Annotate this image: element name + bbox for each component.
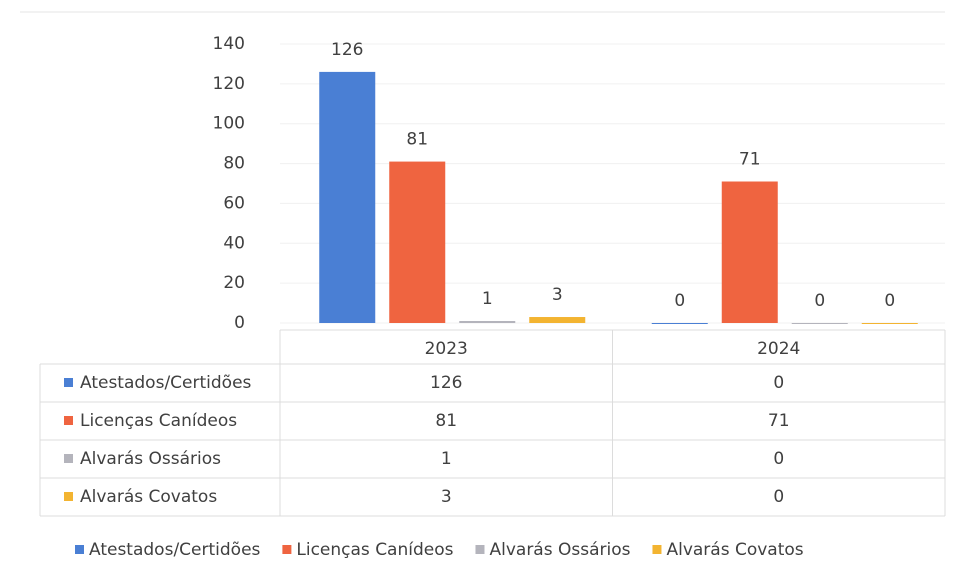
y-tick-label: 100: [213, 114, 245, 134]
legend-label: Atestados/Certidões: [89, 540, 261, 560]
bar: [319, 71, 376, 324]
data-label: 1: [482, 289, 493, 309]
table-legend-key: [64, 378, 73, 387]
y-tick-label: 140: [213, 34, 245, 54]
data-label: 71: [739, 150, 761, 170]
table-cell: 0: [773, 487, 784, 507]
table-row-label: Atestados/Certidões: [80, 373, 252, 393]
bar: [861, 323, 918, 324]
data-label: 0: [884, 291, 895, 311]
bar: [529, 317, 586, 323]
table-cell: 3: [441, 487, 452, 507]
data-label: 3: [552, 285, 563, 305]
y-tick-label: 80: [223, 154, 245, 174]
y-tick-label: 120: [213, 74, 245, 94]
table-row-label: Alvarás Covatos: [80, 487, 217, 507]
legend-label: Alvarás Covatos: [666, 540, 803, 560]
bar: [389, 161, 446, 323]
table-row-label: Alvarás Ossários: [80, 449, 221, 469]
bar: [651, 323, 708, 324]
data-label: 0: [814, 291, 825, 311]
table-cell: 71: [768, 411, 790, 431]
table-legend-key: [64, 416, 73, 425]
table-cell: 0: [773, 373, 784, 393]
bar: [721, 181, 778, 323]
y-tick-label: 0: [234, 313, 245, 333]
table-legend-key: [64, 454, 73, 463]
table-cell: 126: [430, 373, 462, 393]
x-tick-label: 2024: [757, 339, 800, 359]
table-cell: 1: [441, 449, 452, 469]
y-tick-label: 40: [223, 233, 245, 253]
y-tick-label: 20: [223, 273, 245, 293]
bar: [459, 321, 516, 323]
data-label: 0: [674, 291, 685, 311]
y-tick-label: 60: [223, 193, 245, 213]
table-row-label: Licenças Canídeos: [80, 411, 237, 431]
data-label: 126: [331, 40, 363, 60]
table-cell: 0: [773, 449, 784, 469]
x-tick-label: 2023: [425, 339, 468, 359]
table-legend-key: [64, 492, 73, 501]
legend-key: [475, 545, 485, 554]
data-label: 81: [406, 130, 428, 150]
legend-label: Alvarás Ossários: [489, 540, 630, 560]
bar: [791, 323, 848, 324]
legend-label: Licenças Canídeos: [296, 540, 453, 560]
legend-key: [282, 545, 292, 554]
legend-key: [75, 545, 84, 554]
legend-key: [652, 545, 662, 554]
table-cell: 81: [435, 411, 457, 431]
